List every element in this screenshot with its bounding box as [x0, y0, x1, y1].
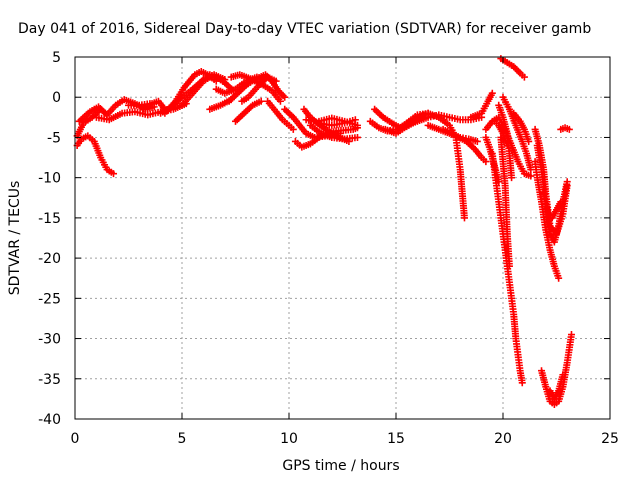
data-point — [520, 73, 528, 81]
x-tick-label: 5 — [178, 431, 187, 447]
data-series-track — [482, 133, 503, 186]
data-point — [345, 137, 353, 145]
data-series-track — [206, 96, 235, 113]
data-point — [221, 76, 229, 84]
data-series-track — [315, 114, 361, 129]
x-axis-label: GPS time / hours — [282, 458, 399, 474]
data-series-track — [73, 132, 118, 178]
plot-frame — [74, 56, 611, 420]
data-point — [559, 371, 567, 379]
data-series-track — [439, 125, 490, 166]
data-point — [460, 214, 468, 222]
x-tick-label: 25 — [601, 431, 619, 447]
y-tick-label: -35 — [38, 372, 61, 388]
data-point — [525, 137, 533, 145]
data-series-track — [264, 97, 297, 133]
data-point — [146, 100, 154, 108]
y-tick-label: -25 — [38, 291, 61, 307]
data-point — [518, 379, 526, 387]
data-point — [289, 125, 297, 133]
data-series-track — [510, 109, 533, 145]
y-tick-label: 5 — [52, 50, 61, 66]
data-point — [527, 172, 535, 180]
chart-title: Day 041 of 2016, Sidereal Day-to-day VTE… — [18, 21, 591, 37]
x-tick-label: 15 — [387, 431, 405, 447]
data-point — [281, 93, 289, 101]
data-series-track — [238, 73, 280, 105]
y-tick-label: -5 — [47, 130, 61, 146]
data-point — [557, 198, 565, 206]
data-point — [495, 178, 503, 186]
data-point — [473, 137, 481, 145]
data-series-track — [546, 371, 567, 403]
data-point — [567, 331, 575, 339]
data-point — [555, 274, 563, 282]
y-tick-label: 0 — [52, 90, 61, 106]
x-tick-label: 0 — [71, 431, 80, 447]
y-axis-label: SDTVAR / TECUs — [7, 181, 23, 296]
data-point — [276, 97, 284, 105]
data-layer — [73, 55, 575, 409]
y-tick-label: -20 — [38, 251, 61, 267]
data-series-track — [300, 105, 353, 145]
data-point — [482, 158, 490, 166]
y-tick-label: -10 — [38, 171, 61, 187]
data-point — [505, 262, 513, 270]
y-tick-label: -30 — [38, 332, 61, 348]
data-point — [353, 133, 361, 141]
data-point — [508, 174, 516, 182]
data-series-track — [413, 109, 468, 222]
data-point — [488, 89, 496, 97]
data-series-track — [557, 124, 573, 133]
data-point — [227, 96, 235, 104]
data-point — [353, 121, 361, 129]
data-series-track — [467, 89, 496, 121]
tick-layer: 0 5 10 15 20 25 5 0 -5 -10 -15 -20 -25 -30 -35 -40 — [38, 50, 619, 447]
data-series-track — [125, 100, 154, 109]
data-point — [563, 178, 571, 186]
data-point — [257, 97, 265, 105]
data-series-track — [540, 190, 565, 222]
data-series-track — [232, 97, 265, 125]
data-series-track — [178, 71, 229, 109]
x-tick-label: 20 — [494, 431, 512, 447]
x-tick-label: 10 — [280, 431, 298, 447]
data-point — [110, 170, 118, 178]
data-series-track — [497, 133, 513, 270]
data-point — [272, 77, 280, 85]
data-point — [565, 125, 573, 133]
y-tick-label: -15 — [38, 211, 61, 227]
data-series-track — [495, 101, 516, 182]
data-series-track — [497, 55, 528, 81]
y-tick-label: -40 — [38, 412, 61, 428]
